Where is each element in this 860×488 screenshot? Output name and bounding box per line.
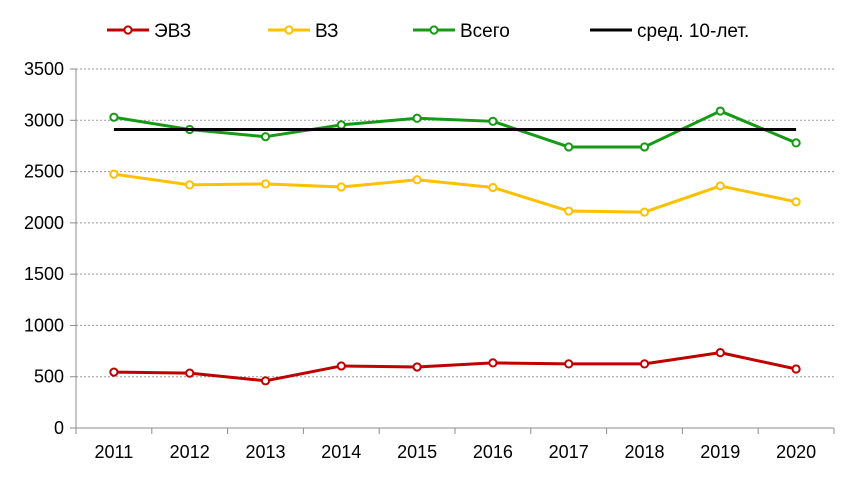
data-point — [639, 359, 650, 369]
x-tick-label: 2015 — [397, 442, 437, 462]
data-point — [109, 169, 119, 179]
series-1 — [109, 169, 801, 217]
x-tick-label: 2019 — [700, 442, 740, 462]
data-point — [185, 180, 195, 190]
data-point — [564, 206, 574, 216]
legend: ЭВЗ ВЗ Всего сред. 10-лет. — [107, 21, 749, 42]
x-tick-label: 2016 — [473, 442, 513, 462]
y-tick-label: 2000 — [24, 213, 64, 233]
data-point — [336, 182, 346, 192]
data-point — [791, 197, 801, 207]
legend-label: сред. 10-лет. — [637, 21, 749, 42]
data-point — [185, 368, 195, 378]
data-point — [336, 120, 346, 130]
legend-item-0: ЭВЗ — [107, 21, 191, 42]
legend-item-1: ВЗ — [268, 21, 339, 42]
series-group — [109, 106, 801, 386]
data-point — [109, 112, 119, 122]
legend-label: Всего — [460, 21, 510, 42]
x-tick-label: 2011 — [95, 442, 134, 462]
y-tick-label: 0 — [54, 418, 64, 438]
x-tick-label: 2017 — [549, 442, 589, 462]
y-tick-label: 3500 — [24, 59, 64, 79]
legend-label: ВЗ — [315, 21, 339, 42]
data-point — [336, 361, 346, 371]
legend-item-3: сред. 10-лет. — [590, 21, 749, 42]
y-tick-label: 500 — [34, 367, 64, 387]
x-tick-label: 2013 — [245, 442, 285, 462]
data-point — [639, 142, 650, 152]
legend-swatch-marker — [284, 25, 294, 35]
y-tick-label: 1000 — [24, 315, 64, 335]
y-tick-label: 3000 — [24, 110, 64, 130]
series-0 — [109, 348, 801, 386]
data-point — [488, 182, 498, 193]
x-tick-label: 2020 — [776, 442, 816, 462]
x-axis-ticks: 2011 2012 2013 2014 2015 2016 2017 2018 2019 2020 — [75, 428, 835, 462]
data-point — [412, 362, 422, 372]
data-point — [412, 113, 422, 123]
x-tick-label: 2018 — [624, 442, 664, 462]
data-point — [260, 179, 271, 189]
data-point — [715, 348, 725, 358]
data-point — [715, 106, 725, 116]
data-point — [109, 367, 119, 377]
data-point — [260, 132, 271, 142]
x-tick-label: 2012 — [170, 442, 210, 462]
y-tick-label: 1500 — [24, 264, 64, 284]
y-tick-label: 2500 — [24, 162, 64, 182]
series-line — [113, 351, 797, 383]
legend-item-2: Всего — [413, 21, 510, 42]
legend-label: ЭВЗ — [154, 21, 191, 42]
data-point — [715, 181, 725, 191]
data-point — [791, 364, 801, 374]
y-axis-ticks: 0 500 1000 1500 2000 2500 3000 3500 — [24, 59, 76, 438]
legend-swatch-marker — [123, 25, 133, 35]
data-point — [791, 138, 801, 148]
data-point — [564, 359, 574, 369]
data-point — [412, 175, 422, 185]
legend-swatch-marker — [429, 25, 439, 35]
x-tick-label: 2014 — [321, 442, 361, 462]
data-point — [564, 142, 574, 152]
data-point — [639, 207, 650, 217]
data-point — [488, 116, 498, 126]
data-point — [488, 358, 498, 368]
data-point — [260, 376, 271, 386]
series-line — [113, 172, 797, 214]
